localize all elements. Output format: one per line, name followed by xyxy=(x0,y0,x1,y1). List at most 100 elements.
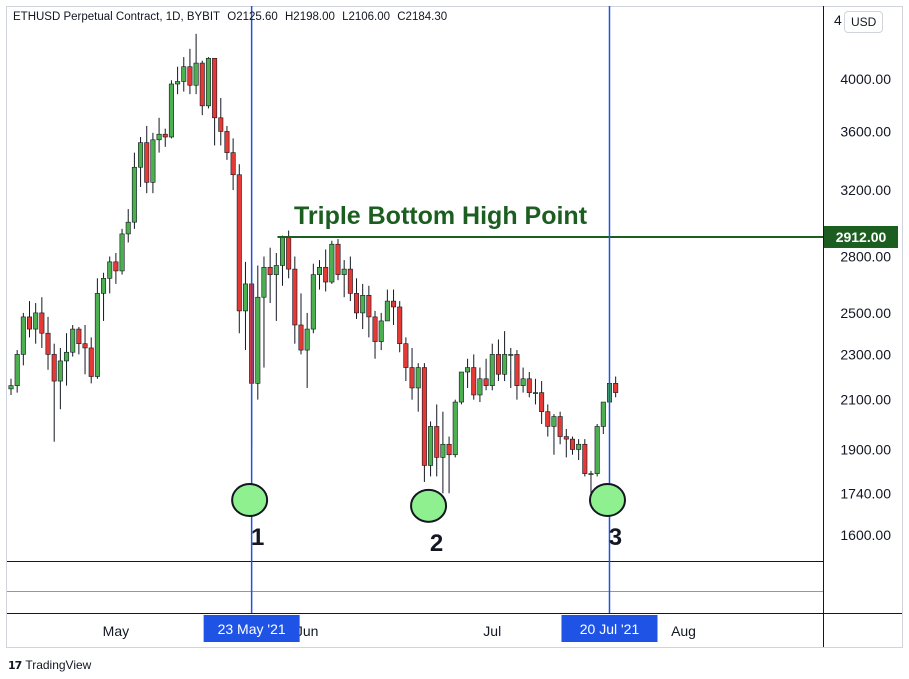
candle[interactable] xyxy=(230,138,236,191)
candle[interactable] xyxy=(613,376,619,398)
candle[interactable] xyxy=(397,301,403,353)
candle[interactable] xyxy=(526,372,532,398)
candle[interactable] xyxy=(119,228,125,275)
candle[interactable] xyxy=(39,297,45,348)
candle[interactable] xyxy=(366,285,372,338)
bottom-marker-circle[interactable] xyxy=(410,488,448,523)
candle[interactable] xyxy=(415,363,421,412)
candle[interactable] xyxy=(471,354,477,400)
candle[interactable] xyxy=(156,117,162,153)
candle[interactable] xyxy=(409,347,415,400)
candle[interactable] xyxy=(391,289,397,325)
candle[interactable] xyxy=(27,301,33,338)
candle[interactable] xyxy=(168,80,174,139)
candle[interactable] xyxy=(175,66,181,95)
candle[interactable] xyxy=(261,256,267,368)
candle[interactable] xyxy=(446,436,452,494)
candle[interactable] xyxy=(224,125,230,160)
candle[interactable] xyxy=(193,33,199,95)
tradingview-brand[interactable]: 17 TradingView xyxy=(8,658,91,672)
candle[interactable] xyxy=(563,428,569,458)
candle[interactable] xyxy=(162,128,168,147)
candle[interactable] xyxy=(76,327,82,355)
candle[interactable] xyxy=(279,235,285,286)
candle[interactable] xyxy=(557,411,563,445)
candle[interactable] xyxy=(64,333,70,386)
candle[interactable] xyxy=(304,312,310,388)
candle[interactable] xyxy=(384,289,390,322)
candle[interactable] xyxy=(582,439,588,477)
candle[interactable] xyxy=(33,303,39,344)
candle[interactable] xyxy=(107,256,113,294)
candle[interactable] xyxy=(138,136,144,187)
candle[interactable] xyxy=(101,272,107,321)
candle[interactable] xyxy=(14,350,20,393)
candle[interactable] xyxy=(532,378,538,405)
candle[interactable] xyxy=(316,260,322,290)
candle[interactable] xyxy=(181,57,187,92)
candle[interactable] xyxy=(267,247,273,304)
candle[interactable] xyxy=(88,337,94,384)
candle[interactable] xyxy=(539,381,545,424)
candle[interactable] xyxy=(8,378,14,395)
candle[interactable] xyxy=(594,423,600,477)
candle[interactable] xyxy=(569,436,575,455)
candle[interactable] xyxy=(502,331,508,382)
bottom-marker-circle[interactable] xyxy=(588,483,626,518)
candle[interactable] xyxy=(545,404,551,437)
candle[interactable] xyxy=(434,404,440,477)
candle[interactable] xyxy=(94,278,100,379)
candle[interactable] xyxy=(242,261,248,351)
candle[interactable] xyxy=(360,283,366,330)
candle[interactable] xyxy=(465,358,471,388)
candle[interactable] xyxy=(341,260,347,298)
candle[interactable] xyxy=(20,312,26,366)
candle[interactable] xyxy=(421,363,427,482)
candle[interactable] xyxy=(205,57,211,109)
candle[interactable] xyxy=(57,347,63,410)
candle[interactable] xyxy=(403,337,409,382)
candle[interactable] xyxy=(218,98,224,146)
candle[interactable] xyxy=(82,324,88,375)
candle[interactable] xyxy=(347,256,353,302)
candle[interactable] xyxy=(236,164,242,334)
candle[interactable] xyxy=(298,293,304,355)
candle[interactable] xyxy=(144,125,150,194)
candle[interactable] xyxy=(489,343,495,391)
candle[interactable] xyxy=(335,239,341,281)
candle[interactable] xyxy=(323,249,329,292)
candle[interactable] xyxy=(292,256,298,344)
candle[interactable] xyxy=(131,152,137,229)
candle[interactable] xyxy=(458,371,464,405)
candle[interactable] xyxy=(378,312,384,351)
candle[interactable] xyxy=(199,60,205,116)
candle[interactable] xyxy=(440,411,446,494)
currency-button[interactable]: USD xyxy=(844,11,884,33)
candle[interactable] xyxy=(125,209,131,243)
candle[interactable] xyxy=(452,399,458,458)
candle[interactable] xyxy=(483,358,489,391)
candle[interactable] xyxy=(551,414,557,455)
bottom-marker-circle[interactable] xyxy=(231,483,269,518)
candle[interactable] xyxy=(520,367,526,393)
symbol-name[interactable]: ETHUSD Perpetual Contract, 1D, BYBIT xyxy=(13,11,221,23)
candle[interactable] xyxy=(372,310,378,359)
candle[interactable] xyxy=(428,421,434,477)
candle[interactable] xyxy=(508,347,514,388)
candle[interactable] xyxy=(273,252,279,321)
candle[interactable] xyxy=(150,132,156,194)
candle[interactable] xyxy=(329,240,335,284)
candle[interactable] xyxy=(576,439,582,461)
candle[interactable] xyxy=(255,265,261,400)
candle[interactable] xyxy=(495,339,501,382)
candle[interactable] xyxy=(70,324,76,357)
candle[interactable] xyxy=(51,343,57,442)
candle[interactable] xyxy=(514,350,520,400)
candle[interactable] xyxy=(113,252,119,284)
candle[interactable] xyxy=(600,401,606,435)
candle[interactable] xyxy=(45,316,51,370)
candle[interactable] xyxy=(187,48,193,95)
candle[interactable] xyxy=(212,57,218,146)
candle[interactable] xyxy=(354,278,360,319)
